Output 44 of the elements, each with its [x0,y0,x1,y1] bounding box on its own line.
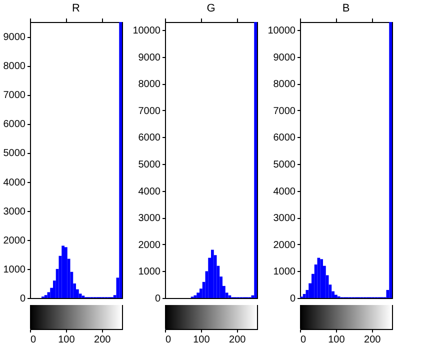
y-tick-label: 5000 [273,160,296,171]
y-tick-label: 9000 [273,52,296,64]
y-tick-label: 4000 [138,186,161,198]
y-tick-label: 0 [154,294,161,304]
x-tick-label: 0 [300,334,306,346]
y-tick-label: 6000 [138,132,161,144]
y-tick-label: 2000 [138,240,161,251]
x-tick-label: 200 [364,334,382,346]
x-tick-label: 100 [328,334,346,346]
y-tick-label: 4000 [273,186,296,198]
y-tick-label: 1000 [138,266,161,278]
chart-title: R [72,2,80,14]
chart-title: G [206,2,216,14]
y-tick-label: 9000 [3,32,26,44]
y-tick-label: 0 [20,294,26,304]
y-tick-label: 3000 [3,206,26,218]
y-tick-label: 5000 [138,160,161,171]
y-tick-label: 5000 [3,148,26,160]
x-tick-label: 200 [94,334,112,346]
chart-title: B [342,2,350,14]
y-tick-label: 7000 [138,106,161,117]
y-tick-label: 2000 [273,240,296,251]
y-tick-label: 9000 [138,52,161,64]
y-tick-label: 6000 [273,132,296,144]
y-tick-label: 8000 [138,79,161,90]
x-tick-label: 100 [193,334,210,346]
x-tick-label: 0 [166,334,172,346]
y-tick-label: 7000 [273,106,296,117]
y-tick-label: 1000 [273,266,296,278]
y-tick-label: 3000 [273,213,296,224]
y-tick-label: 7000 [3,90,26,102]
x-tick-label: 200 [229,334,246,346]
y-tick-label: 8000 [3,61,26,72]
y-tick-label: 3000 [138,213,161,224]
y-tick-label: 6000 [3,119,26,130]
y-tick-label: 4000 [3,177,26,188]
x-tick-label: 0 [30,334,36,346]
y-tick-label: 0 [290,294,296,304]
y-tick-label: 10000 [132,26,161,37]
y-tick-label: 10000 [268,26,296,37]
y-tick-label: 1000 [3,264,26,276]
y-tick-label: 8000 [273,79,296,90]
x-tick-label: 100 [58,334,76,346]
y-tick-label: 2000 [3,235,26,246]
